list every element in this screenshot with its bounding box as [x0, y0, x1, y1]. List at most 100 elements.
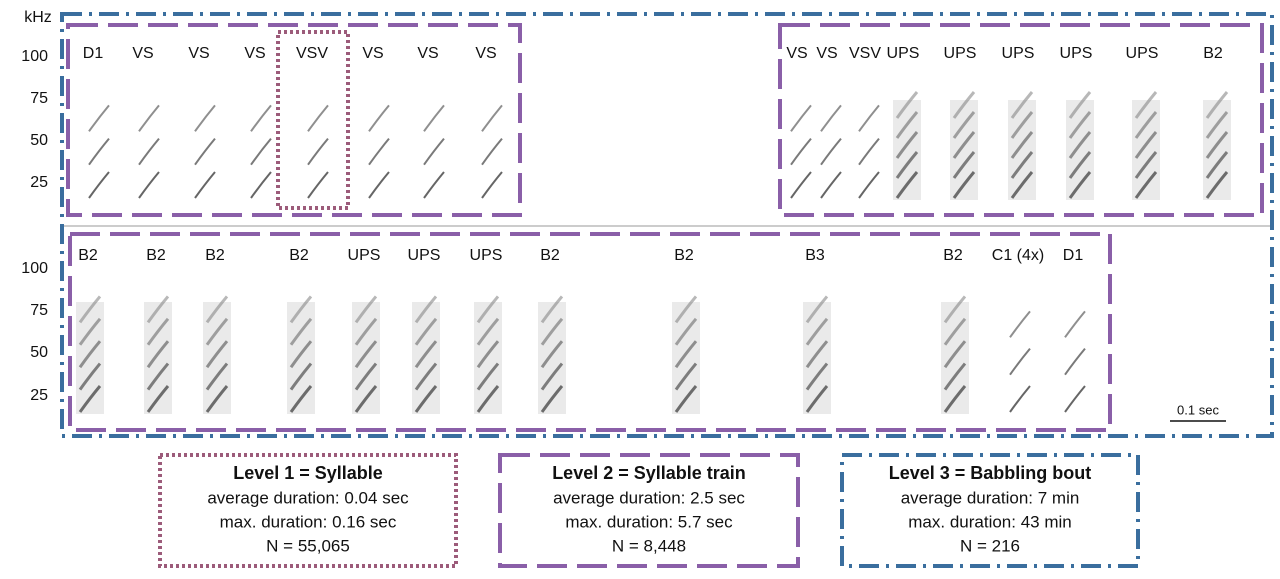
harmonic — [354, 340, 378, 369]
harmonic — [138, 138, 160, 166]
harmonic — [805, 295, 829, 324]
harmonic — [138, 171, 160, 199]
harmonic — [895, 151, 919, 179]
syllable-label: B2 — [540, 247, 560, 264]
noise — [412, 302, 440, 414]
harmonic — [481, 138, 503, 166]
harmonic — [307, 104, 329, 132]
harmonic — [790, 104, 812, 132]
legend-line: N = 216 — [960, 536, 1020, 555]
scale-label: 0.1 sec — [1177, 402, 1219, 417]
harmonic — [1068, 131, 1092, 159]
harmonic — [476, 317, 500, 346]
harmonic — [1134, 151, 1158, 179]
harmonic — [1205, 111, 1229, 139]
harmonic — [194, 104, 216, 132]
harmonic — [1010, 131, 1034, 159]
harmonic — [540, 385, 564, 413]
harmonic — [1068, 171, 1092, 199]
y-tick-label: 100 — [21, 260, 48, 277]
syllable-label: B2 — [289, 247, 309, 264]
y-tick-label: 50 — [30, 344, 48, 361]
harmonic — [78, 317, 102, 346]
harmonic — [805, 362, 829, 391]
harmonic — [78, 340, 102, 369]
harmonic — [146, 317, 170, 346]
legend-line: N = 8,448 — [612, 536, 686, 555]
harmonic — [674, 340, 698, 369]
legend-line: max. duration: 5.7 sec — [565, 512, 733, 531]
syllable-label: VSV — [296, 45, 328, 62]
y-tick-label: 25 — [30, 174, 48, 191]
harmonic — [805, 317, 829, 346]
harmonic — [1009, 385, 1031, 413]
noise — [352, 302, 380, 414]
harmonic — [481, 171, 503, 199]
syllable-label: B3 — [805, 247, 825, 264]
legend-line: max. duration: 43 min — [908, 512, 1071, 531]
harmonic — [1205, 131, 1229, 159]
harmonic — [952, 171, 976, 199]
syllable-label: B2 — [78, 247, 98, 264]
syllable-label: VS — [786, 45, 807, 62]
harmonic — [414, 362, 438, 391]
syllable-label: D1 — [83, 45, 104, 62]
harmonic — [205, 362, 229, 391]
harmonic — [790, 138, 812, 166]
syllable-label: VS — [244, 45, 265, 62]
harmonic — [476, 340, 500, 369]
harmonic — [423, 104, 445, 132]
harmonic — [943, 317, 967, 346]
harmonic — [146, 362, 170, 391]
harmonic — [858, 104, 880, 132]
harmonic — [146, 340, 170, 369]
harmonic — [205, 317, 229, 346]
harmonic — [368, 171, 390, 199]
legend-box — [498, 453, 800, 568]
syllable-label: UPS — [887, 45, 920, 62]
harmonic — [805, 385, 829, 413]
harmonic — [1134, 111, 1158, 139]
noise — [1008, 100, 1036, 200]
legend-box — [840, 453, 1140, 568]
syllable-label: VSV — [849, 45, 881, 62]
harmonic — [146, 385, 170, 413]
harmonic — [895, 171, 919, 199]
syllable-label: UPS — [1126, 45, 1159, 62]
harmonic — [1010, 151, 1034, 179]
noise — [941, 302, 969, 414]
legend-box — [158, 453, 458, 568]
noise — [803, 302, 831, 414]
syllable-label: UPS — [408, 247, 441, 264]
syllable-label: B2 — [674, 247, 694, 264]
harmonic — [1134, 91, 1158, 119]
syllable-label: B2 — [943, 247, 963, 264]
harmonic — [78, 295, 102, 324]
noise — [893, 100, 921, 200]
harmonic — [88, 171, 110, 199]
harmonic — [1009, 310, 1031, 338]
harmonic — [895, 91, 919, 119]
harmonic — [205, 340, 229, 369]
syllable-label: VS — [417, 45, 438, 62]
level3-frame — [60, 12, 1274, 438]
harmonic — [820, 171, 842, 199]
harmonic — [674, 362, 698, 391]
harmonic — [1205, 171, 1229, 199]
syllable-label: C1 (4x) — [992, 247, 1044, 264]
harmonic — [1134, 131, 1158, 159]
harmonic — [952, 131, 976, 159]
syllable-label: VS — [816, 45, 837, 62]
noise — [1132, 100, 1160, 200]
syllable-label: VS — [132, 45, 153, 62]
syllable-label: B2 — [146, 247, 166, 264]
syllable-label: D1 — [1063, 247, 1084, 264]
y-tick-label: 75 — [30, 302, 48, 319]
y-tick-label: 25 — [30, 387, 48, 404]
harmonic — [307, 138, 329, 166]
noise — [1203, 100, 1231, 200]
harmonic — [476, 295, 500, 324]
harmonic — [895, 131, 919, 159]
harmonic — [895, 111, 919, 139]
harmonic — [423, 138, 445, 166]
